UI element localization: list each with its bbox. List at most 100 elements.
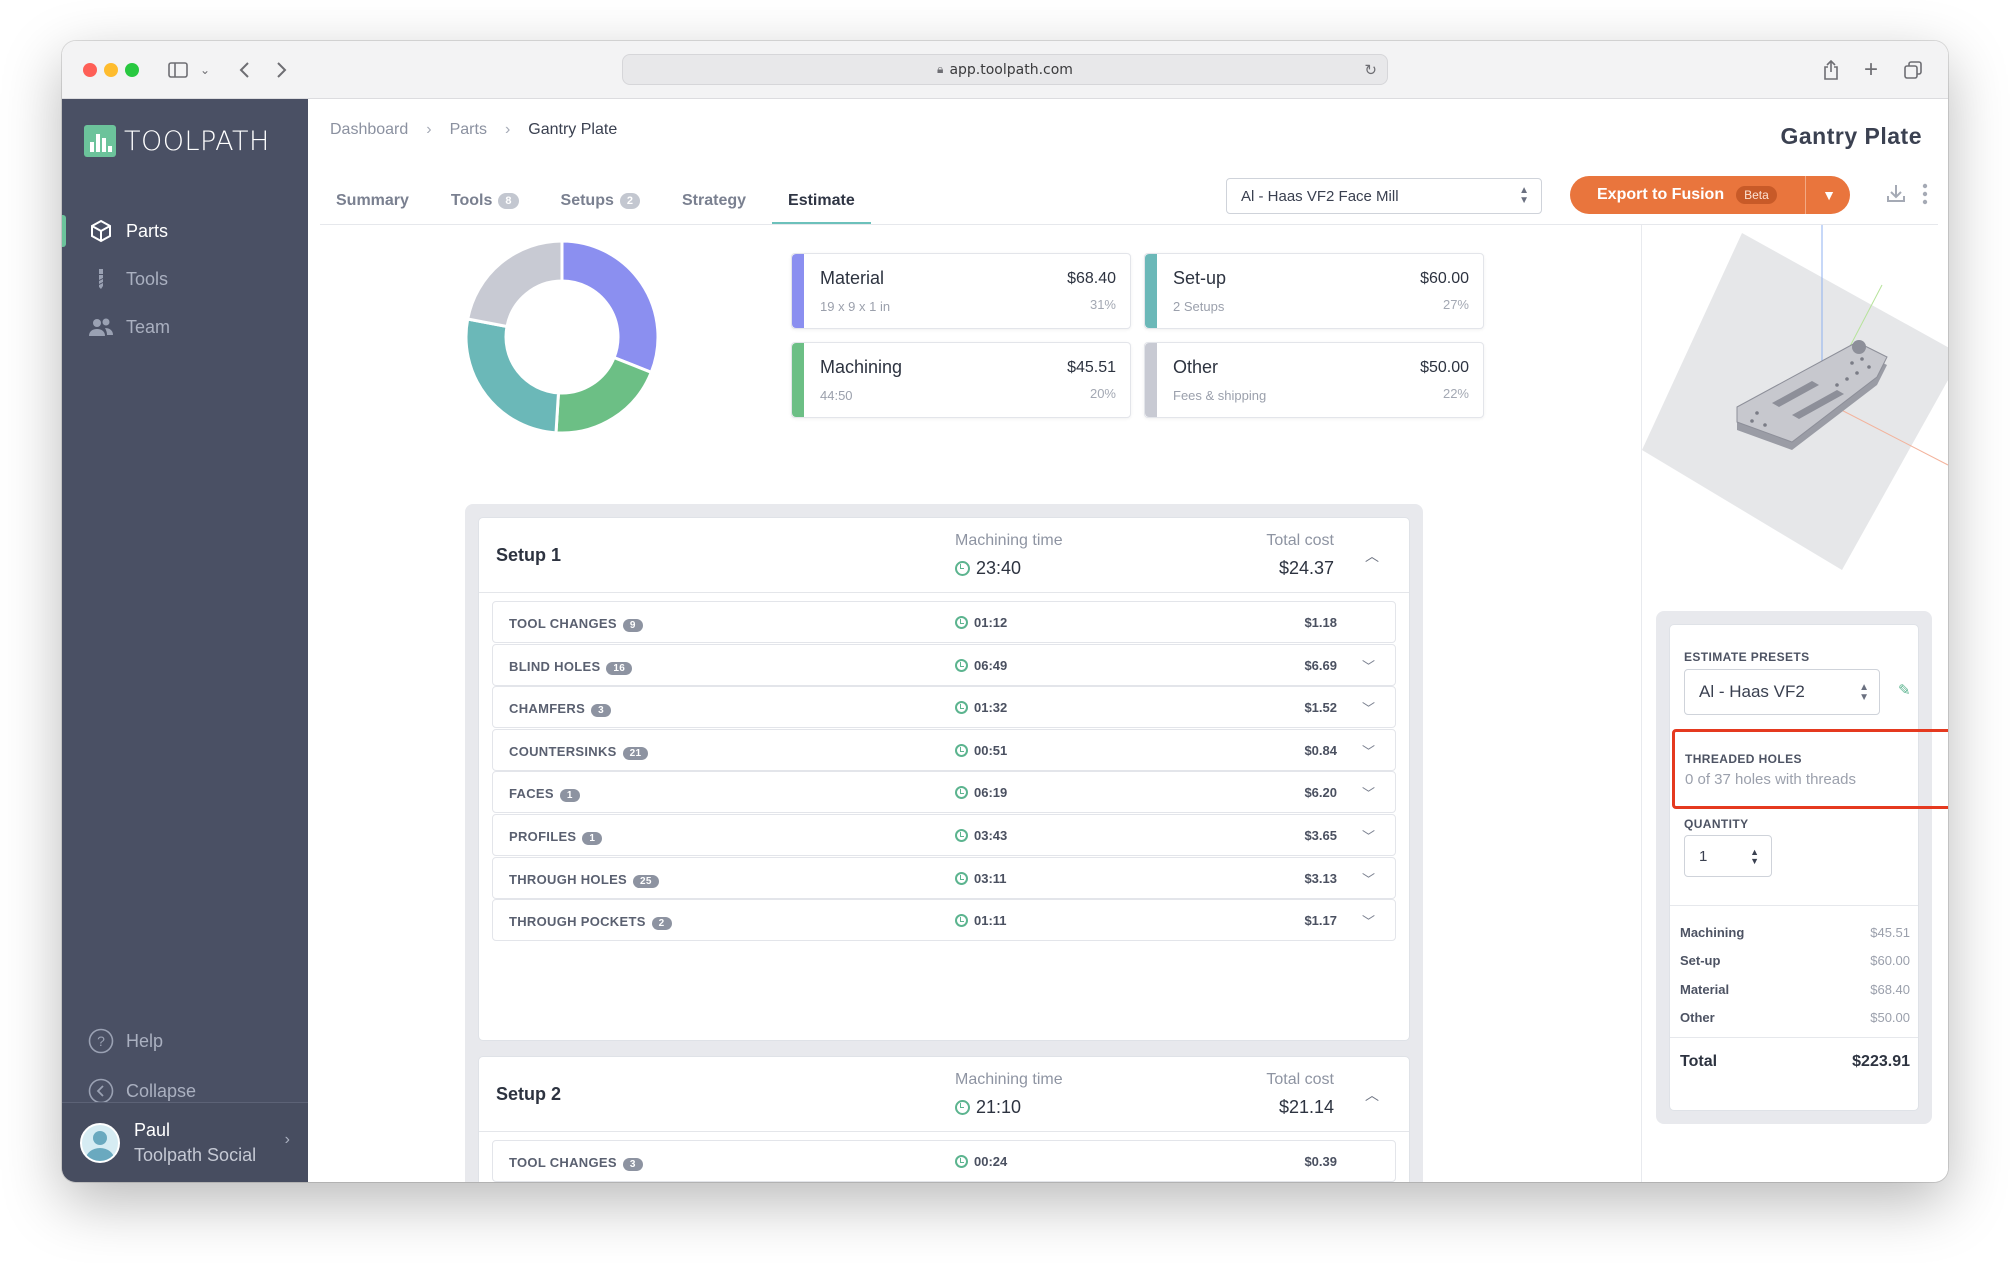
operation-count-badge: 16 bbox=[606, 661, 633, 675]
clock-icon bbox=[955, 561, 970, 576]
chevron-down-icon[interactable]: ﹀ bbox=[1361, 829, 1375, 844]
operation-time-text: 01:11 bbox=[974, 913, 1007, 929]
operation-row[interactable]: PROFILES 1 03:43 $3.65 ﹀ bbox=[492, 814, 1396, 856]
chevron-up-icon[interactable]: ︿ bbox=[1365, 1087, 1379, 1103]
export-to-fusion-button[interactable]: Export to Fusion Beta ▼ bbox=[1570, 176, 1850, 214]
operation-count-badge: 2 bbox=[651, 917, 672, 931]
operation-count-badge: 21 bbox=[622, 746, 649, 760]
cost-card-value: $45.51 bbox=[1067, 359, 1116, 376]
edit-pencil-icon[interactable]: ✎ bbox=[1947, 761, 1948, 779]
operation-row[interactable]: THROUGH HOLES 25 03:11 $3.13 ﹀ bbox=[492, 856, 1396, 899]
sidebar-item-help[interactable]: ? Help bbox=[62, 1019, 308, 1063]
browser-window: ⌄ 🔒︎ app.toolpath.com ↻ + TOOLPATH bbox=[62, 41, 1948, 1182]
tabs-overview-icon[interactable] bbox=[1902, 55, 1924, 85]
machine-select[interactable]: Al - Haas VF2 Face Mill ▲ ▼ bbox=[1226, 178, 1542, 214]
estimate-preset-value: Al - Haas VF2 bbox=[1699, 682, 1805, 701]
sidebar-item-tools[interactable]: Tools bbox=[62, 257, 308, 301]
more-options-icon[interactable] bbox=[1922, 183, 1928, 211]
operation-row[interactable]: CHAMFERS 3 01:32 $1.52 ﹀ bbox=[492, 686, 1396, 729]
operation-row[interactable]: BLIND HOLES 16 06:49 $6.69 ﹀ bbox=[492, 643, 1396, 686]
download-icon[interactable] bbox=[1886, 183, 1906, 209]
quantity-stepper[interactable]: 1 ▲ ▼ bbox=[1684, 835, 1772, 877]
cost-card-label: Set-up bbox=[1173, 268, 1227, 288]
sidebar-toggle-icon[interactable] bbox=[166, 55, 190, 85]
operation-name-text: THROUGH POCKETS bbox=[509, 914, 646, 930]
sidebar-item-label: Help bbox=[126, 1030, 164, 1051]
tab-count-badge: 8 bbox=[498, 192, 519, 209]
tab-tools[interactable]: Tools 8 bbox=[435, 179, 535, 222]
tab-estimate[interactable]: Estimate bbox=[772, 179, 871, 225]
cost-card-value: $60.00 bbox=[1420, 270, 1469, 287]
forward-icon[interactable] bbox=[272, 55, 292, 85]
machining-time-value: 21:10 bbox=[955, 1097, 1021, 1118]
page-title: Gantry Plate bbox=[1780, 123, 1922, 149]
operation-row[interactable]: COUNTERSINKS 21 00:51 $0.84 ﹀ bbox=[492, 728, 1396, 771]
breadcrumb-parts[interactable]: Parts bbox=[449, 121, 487, 138]
chevron-down-icon[interactable]: ﹀ bbox=[1361, 871, 1375, 887]
logo-text: TOOLPATH bbox=[124, 125, 270, 157]
summary-label: Machining bbox=[1680, 925, 1745, 940]
3d-part-viewer[interactable] bbox=[1642, 225, 1948, 593]
address-bar[interactable]: 🔒︎ app.toolpath.com ↻ bbox=[622, 54, 1388, 85]
operation-cost: $6.69 bbox=[1304, 657, 1337, 673]
estimate-presets-label: ESTIMATE PRESETS bbox=[1684, 650, 1810, 664]
chevron-down-icon[interactable]: ﹀ bbox=[1361, 786, 1375, 802]
operation-row[interactable]: FACES 1 06:19 $6.20 ﹀ bbox=[492, 771, 1396, 814]
export-label: Export to Fusion bbox=[1597, 186, 1725, 203]
cost-card-sub: Fees & shipping bbox=[1173, 388, 1267, 403]
sidebar-item-parts[interactable]: Parts bbox=[62, 209, 308, 253]
setup-header[interactable]: Setup 2 Machining time 21:10 Total cost … bbox=[479, 1057, 1409, 1132]
chevron-down-icon[interactable]: ﹀ bbox=[1361, 701, 1375, 717]
divider bbox=[1670, 905, 1918, 906]
setup-header[interactable]: Setup 1 Machining time 23:40 Total cost … bbox=[479, 518, 1409, 593]
operation-time-text: 00:24 bbox=[974, 1154, 1008, 1169]
logo[interactable]: TOOLPATH bbox=[84, 125, 270, 157]
cost-breakdown-donut bbox=[464, 239, 660, 435]
user-org: Toolpath Social bbox=[134, 1144, 257, 1165]
minimize-window-button[interactable] bbox=[104, 63, 118, 77]
chevron-down-icon[interactable]: ⌄ bbox=[199, 63, 211, 77]
toolpath-logo-icon bbox=[84, 125, 116, 157]
tab-setups[interactable]: Setups 2 bbox=[545, 179, 656, 222]
up-down-chevron-icon[interactable]: ▲ ▼ bbox=[1750, 847, 1759, 866]
setups-panel: Setup 1 Machining time 23:40 Total cost … bbox=[465, 504, 1423, 1182]
total-cost-value: $21.14 bbox=[1278, 1097, 1334, 1117]
tab-label: Estimate bbox=[788, 191, 855, 209]
operation-row[interactable]: THROUGH POCKETS 2 01:11 $1.17 ﹀ bbox=[492, 899, 1396, 942]
cost-card-percent: 20% bbox=[1089, 386, 1116, 401]
operation-cost: $0.84 bbox=[1304, 742, 1337, 758]
cost-card-percent: 31% bbox=[1089, 297, 1116, 312]
operation-name-text: TOOL CHANGES bbox=[509, 1155, 617, 1170]
operation-name-text: CHAMFERS bbox=[509, 701, 586, 717]
operation-name: CHAMFERS 3 bbox=[509, 701, 611, 718]
operation-name-text: PROFILES bbox=[509, 829, 577, 844]
tab-summary[interactable]: Summary bbox=[320, 179, 425, 222]
estimate-preset-select[interactable]: Al - Haas VF2 ▲ ▼ bbox=[1684, 669, 1880, 715]
chevron-down-icon[interactable]: ﹀ bbox=[1361, 743, 1375, 759]
breadcrumb-dashboard[interactable]: Dashboard bbox=[330, 121, 409, 138]
operation-cost: $1.17 bbox=[1304, 913, 1337, 929]
threaded-holes-field[interactable]: THREADED HOLES 0 of 37 holes with thread… bbox=[1672, 729, 1948, 809]
new-tab-icon[interactable]: + bbox=[1863, 56, 1878, 83]
operation-name: TOOL CHANGES 9 bbox=[509, 616, 643, 632]
operation-time-text: 03:43 bbox=[974, 828, 1008, 843]
user-menu[interactable]: Paul Toolpath Social › bbox=[62, 1102, 308, 1182]
chevron-down-icon[interactable]: ▼ bbox=[1822, 187, 1836, 203]
chevron-down-icon[interactable]: ﹀ bbox=[1361, 658, 1375, 674]
operation-time: 00:24 bbox=[955, 1154, 1007, 1169]
chevron-down-icon[interactable]: ﹀ bbox=[1361, 914, 1375, 930]
quantity-label: QUANTITY bbox=[1684, 817, 1749, 831]
zoom-window-button[interactable] bbox=[125, 63, 139, 77]
sidebar-item-team[interactable]: Team bbox=[62, 305, 308, 349]
tab-strategy[interactable]: Strategy bbox=[666, 179, 762, 222]
chevron-up-icon[interactable]: ︿ bbox=[1365, 548, 1379, 564]
back-icon[interactable] bbox=[234, 55, 254, 85]
total-cost-value: $24.37 bbox=[1278, 558, 1334, 578]
operation-time: 01:11 bbox=[955, 913, 1007, 928]
reload-icon[interactable]: ↻ bbox=[1364, 61, 1377, 79]
summary-value: $68.40 bbox=[1870, 981, 1910, 997]
close-window-button[interactable] bbox=[83, 63, 97, 77]
edit-pencil-icon[interactable]: ✎ bbox=[1898, 682, 1911, 699]
share-icon[interactable] bbox=[1820, 55, 1842, 85]
part-model-icon bbox=[1642, 225, 1948, 570]
